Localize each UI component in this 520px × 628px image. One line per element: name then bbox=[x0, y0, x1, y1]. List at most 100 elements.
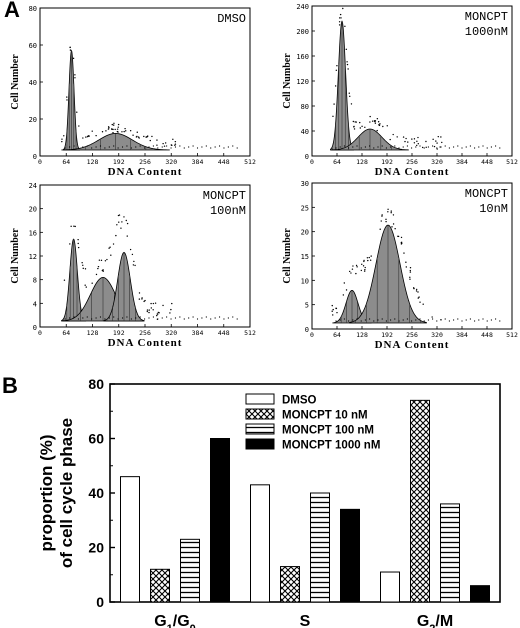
histogram-baseline-dot bbox=[486, 320, 488, 322]
histogram-data-dot bbox=[362, 265, 365, 267]
histogram-data-dot bbox=[150, 302, 152, 305]
histogram-data-dot bbox=[104, 260, 107, 262]
histogram-baseline-dot bbox=[218, 145, 221, 147]
histogram-baseline-dot bbox=[495, 318, 497, 320]
histogram-baseline-dot bbox=[335, 147, 337, 149]
histogram-data-dot bbox=[116, 130, 119, 133]
histogram-data-dot bbox=[403, 252, 405, 254]
histogram-baseline-dot bbox=[398, 320, 400, 322]
histogram-data-dot bbox=[404, 140, 406, 143]
x-tick-label: 256 bbox=[406, 331, 418, 339]
histogram-baseline-dot bbox=[218, 316, 221, 318]
histogram-baseline-dot bbox=[356, 145, 358, 147]
x-tick-label: 320 bbox=[431, 158, 443, 166]
histogram-data-dot bbox=[401, 242, 403, 245]
histogram-baseline-dot bbox=[210, 318, 212, 320]
histogram-data-dot bbox=[82, 267, 84, 270]
histogram-data-dot bbox=[405, 261, 407, 263]
histogram-baseline-dot bbox=[440, 146, 442, 148]
y-axis-label: proportion (%) bbox=[37, 434, 56, 551]
x-tick-label: 256 bbox=[406, 158, 418, 166]
histogram-data-dot bbox=[121, 131, 123, 133]
histogram-data-dot bbox=[431, 316, 433, 318]
histogram-data-dot bbox=[339, 13, 342, 16]
histogram-data-dot bbox=[400, 241, 403, 243]
histogram-data-dot bbox=[409, 267, 412, 269]
legend-swatch bbox=[245, 393, 275, 405]
histogram-data-dot bbox=[381, 215, 383, 217]
histogram-legend-text: MONCPT bbox=[203, 189, 246, 203]
histogram-baseline-dot bbox=[170, 147, 172, 149]
histogram-moncpt-100nm: 0 4 8 12 16 20 24 0 64 128 192 256 320 384 448 512 DNA C… bbox=[10, 182, 256, 349]
histogram-baseline-dot bbox=[402, 146, 404, 148]
y-tick-label: 0 bbox=[33, 324, 37, 332]
histogram-baseline-dot bbox=[183, 147, 185, 149]
histogram-data-dot bbox=[123, 130, 125, 133]
legend-label: DMSO bbox=[282, 395, 317, 407]
bar-dmso-s bbox=[250, 484, 270, 603]
histogram-baseline-dot bbox=[474, 147, 476, 149]
x-tick-label: 0 bbox=[310, 158, 314, 166]
histogram-baseline-dot bbox=[166, 316, 168, 318]
histogram-baseline-dot bbox=[205, 316, 207, 318]
histogram-data-dot bbox=[70, 225, 72, 228]
histogram-data-dot bbox=[145, 136, 148, 138]
histogram-data-dot bbox=[436, 148, 438, 150]
histogram-data-dot bbox=[85, 286, 87, 288]
histogram-data-dot bbox=[174, 143, 177, 145]
histogram-baseline-dot bbox=[427, 146, 429, 148]
histogram-data-dot bbox=[112, 132, 114, 134]
histogram-baseline-dot bbox=[161, 146, 163, 148]
histogram-data-dot bbox=[433, 145, 436, 148]
histogram-data-dot bbox=[342, 7, 344, 10]
histogram-data-dot bbox=[156, 313, 159, 315]
histogram-data-dot bbox=[367, 259, 369, 262]
histogram-baseline-dot bbox=[73, 316, 75, 318]
histogram-data-dot bbox=[437, 135, 439, 138]
y-tick-label: 160 bbox=[296, 53, 309, 61]
histogram-data-dot bbox=[371, 120, 374, 122]
y-axis-label: Cell Number bbox=[10, 54, 21, 110]
histogram-data-dot bbox=[114, 128, 116, 131]
histogram-baseline-dot bbox=[381, 318, 383, 320]
x-tick-label: 0 bbox=[38, 158, 42, 166]
histogram-moncpt-1000nm: 0 40 80 120 160 200 240 0 64 128 192 256 320 384 448 51… bbox=[282, 3, 518, 178]
x-tick-label: 320 bbox=[165, 158, 177, 166]
histogram-data-dot bbox=[350, 103, 353, 105]
histogram-data-dot bbox=[332, 308, 334, 311]
histogram-baseline-dot bbox=[486, 147, 488, 149]
histogram-data-dot bbox=[63, 135, 65, 137]
x-tick-label: 192 bbox=[381, 331, 393, 339]
y-axis-label: Cell Number bbox=[282, 228, 293, 284]
histogram-baseline-dot bbox=[490, 146, 492, 148]
histogram-legend-text: 100nM bbox=[210, 204, 246, 218]
histogram-data-dot bbox=[387, 208, 389, 210]
histogram-baseline-dot bbox=[448, 320, 450, 322]
histogram-data-dot bbox=[132, 264, 135, 266]
legend-swatch bbox=[245, 423, 275, 435]
histogram-data-dot bbox=[385, 220, 387, 223]
y-tick-label: 60 bbox=[88, 431, 104, 447]
histogram-data-dot bbox=[409, 278, 411, 280]
histogram-data-dot bbox=[97, 267, 99, 270]
histogram-data-dot bbox=[69, 46, 71, 48]
histogram-baseline-dot bbox=[77, 147, 80, 149]
histogram-moncpt-10nm: 0 5 10 15 20 25 30 0 64 128 192 256 320 384 448 512 DNA … bbox=[282, 180, 518, 351]
histogram-data-dot bbox=[407, 141, 409, 143]
histogram-data-dot bbox=[152, 302, 155, 305]
histogram-data-dot bbox=[91, 130, 93, 132]
histogram-baseline-dot bbox=[436, 320, 438, 322]
x-tick-label: 512 bbox=[506, 158, 518, 166]
histogram-baseline-dot bbox=[108, 317, 110, 319]
y-tick-label: 15 bbox=[301, 253, 309, 261]
histogram-data-dot bbox=[125, 130, 127, 132]
legend-label: MONCPT 10 nM bbox=[282, 410, 368, 422]
histogram-data-dot bbox=[146, 135, 149, 137]
histogram-baseline-dot bbox=[432, 145, 434, 147]
histogram-data-dot bbox=[100, 259, 103, 262]
histogram-data-dot bbox=[98, 259, 101, 261]
x-tick-label: 448 bbox=[481, 331, 493, 339]
histogram-baseline-dot bbox=[236, 318, 238, 320]
histogram-data-dot bbox=[386, 125, 388, 127]
x-tick-label: 0 bbox=[310, 331, 314, 339]
